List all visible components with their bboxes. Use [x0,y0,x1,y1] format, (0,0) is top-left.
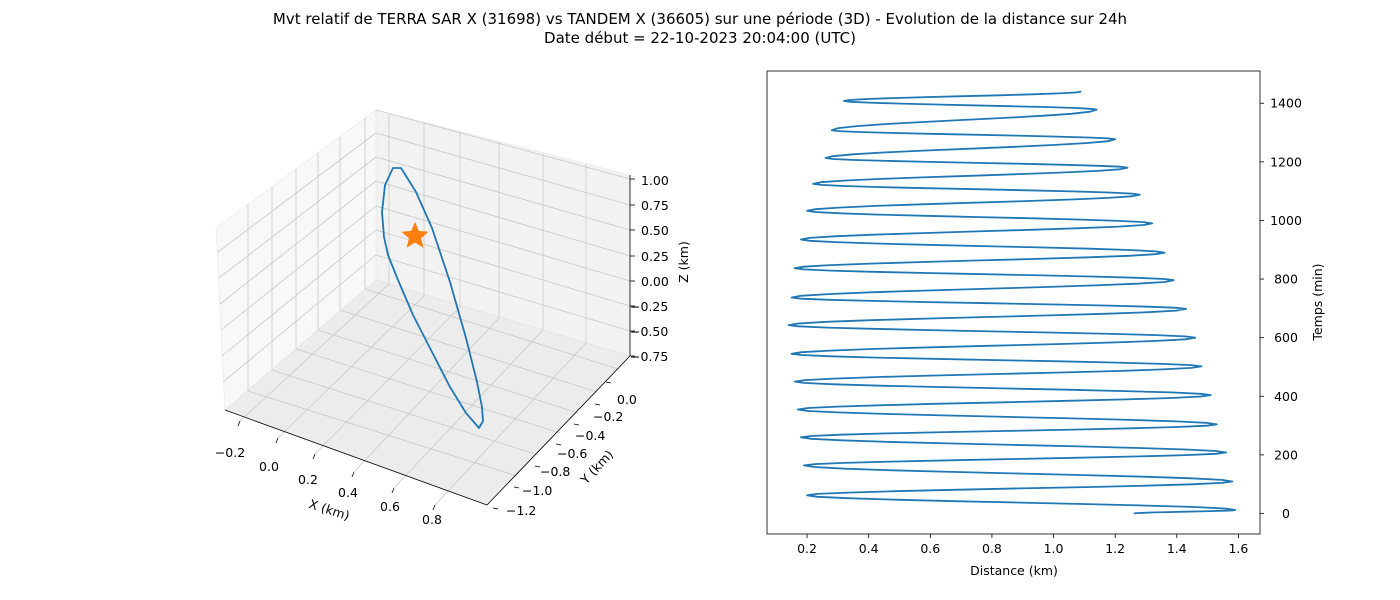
plot-2d-frame [766,70,1261,535]
distance-time-line [787,90,1237,515]
x-axis-label-3d: X (km) [307,496,351,523]
y-tick-3d-3 [573,423,580,426]
x-ticks-2d: 0.2 0.4 0.6 0.8 1.0 1.2 1.4 1.6 [797,534,1248,556]
plot-3d: −0.2 0.0 0.2 0.4 0.6 0.8 X (km) 0.0 −0.2… [215,109,691,527]
y-tick-3d-6 [513,486,520,489]
y-tick-label-2d: 800 [1274,272,1298,287]
x-axis-line-3d [224,409,488,506]
y-tick-label-3d: −1.2 [506,503,536,518]
grid-floor-y-6 [247,390,518,477]
x-tick-3d-1 [237,420,241,427]
x-tick-label-2d: 1.4 [1167,541,1187,556]
y-tick-label-3d: −0.4 [575,428,605,443]
y-axis-line-3d [486,355,631,506]
y-tick-label-2d: 200 [1274,447,1298,462]
y-axis-label-2d: Temps (min) [1310,263,1325,341]
title-line-1: Mvt relatif de TERRA SAR X (31698) vs TA… [272,10,1128,28]
x-tick-label-2d: 0.6 [920,541,940,556]
x-tick-label-2d: 1.0 [1044,541,1064,556]
star-marker [401,221,429,248]
z-tick-label-3d: −0.75 [630,349,668,364]
x-tick-label-3d: 0.6 [380,499,400,514]
grid-wall-xz-h-3 [219,180,377,305]
y-tick-3d-4 [555,443,562,446]
grid-wall-xz-h-1 [217,132,377,253]
x-tick-label-2d: 0.2 [797,541,817,556]
grid-wall-xz-h-2 [218,156,377,279]
x-axis-label-2d: Distance (km) [970,563,1058,578]
grid-wall-yz-h-7 [375,254,631,332]
z-tick-label-3d: 0.00 [641,274,669,289]
y-tick-3d-2 [594,403,601,406]
grid-3d [217,109,631,506]
x-tick-label-3d: −0.2 [215,445,245,460]
trajectory-line-3d [381,167,484,429]
x-tick-label-2d: 1.2 [1105,541,1125,556]
grid-floor-y-3 [317,329,579,414]
z-tick-label-3d: −0.25 [630,299,668,314]
x-tick-label-2d: 1.6 [1228,541,1248,556]
z-tick-label-3d: 0.50 [641,223,669,238]
x-tick-label-3d: 0.4 [338,485,358,500]
y-tick-label-3d: −1.0 [522,483,552,498]
grid-floor-x-1 [239,283,390,422]
grid-wall-xz-h-4 [220,205,377,331]
grid-floor-x-3 [314,306,461,455]
plot-2d: 0.2 0.4 0.6 0.8 1.0 1.2 1.4 1.6 0 200 400 600 800 10… [766,70,1325,578]
y-tick-label-2d: 1200 [1270,154,1302,169]
z-tick-label-3d: 0.75 [641,198,669,213]
x-tick-label-3d: 0.0 [259,459,279,474]
x-tick-3d-6 [432,504,436,511]
y-tick-3d-1 [605,381,612,384]
y-tick-label-3d: 0.0 [617,392,637,407]
grid-wall-yz-h-2 [375,132,631,206]
y-tick-label-3d: −0.8 [540,464,570,479]
y-tick-label-2d: 1000 [1270,213,1302,228]
grid-wall-yz-h-3 [375,156,631,231]
z-tick-label-3d: 1.00 [641,173,669,188]
y-tick-label-2d: 400 [1274,389,1298,404]
grid-wall-xz-h-6 [222,254,377,383]
x-tick-label-3d: 0.8 [422,512,442,527]
y-tick-label-3d: −0.2 [593,409,623,424]
grid-floor-x-6 [434,342,587,506]
grid-wall-xz-h-5 [221,229,377,357]
grid-floor-x-2 [277,295,425,439]
y-tick-3d-5 [534,465,541,468]
title-line-2: Date début = 22-10-2023 20:04:00 (UTC) [544,29,856,47]
x-tick-3d-3 [312,453,316,460]
z-ticks-3d: 1.00 0.75 0.50 0.25 0.00 −0.25 −0.50 −0.… [630,173,669,364]
grid-floor-x-5 [393,329,544,489]
y-tick-label-2d: 0 [1282,506,1290,521]
x-tick-label-2d: 0.8 [982,541,1002,556]
x-tick-3d-5 [391,487,395,494]
y-ticks-3d: 0.0 −0.2 −0.4 −0.6 −0.8 −1.0 −1.2 [492,381,637,518]
grid-wall-yz-h-5 [375,205,631,282]
x-tick-label-2d: 0.4 [859,541,879,556]
grid-wall-yz-h-1 [375,109,631,180]
y-tick-3d-7 [492,507,499,510]
grid-floor-y-5 [271,369,539,456]
x-tick-3d-4 [351,471,355,478]
x-tick-label-3d: 0.2 [298,472,318,487]
z-tick-label-3d: −0.50 [630,324,668,339]
z-axis-label-3d: Z (km) [676,241,691,283]
y-tick-label-2d: 600 [1274,330,1298,345]
grid-wall-yz-h-4 [375,180,631,257]
grid-floor-y-4 [295,348,561,434]
x-ticks-3d: −0.2 0.0 0.2 0.4 0.6 0.8 [215,420,442,527]
x-tick-3d-2 [275,437,279,444]
grid-floor-x-4 [353,317,500,473]
figure-title: Mvt relatif de TERRA SAR X (31698) vs TA… [0,10,1400,48]
z-tick-label-3d: 0.25 [641,249,669,264]
y-tick-label-3d: −0.6 [557,446,587,461]
y-ticks-2d: 0 200 400 600 800 1000 1200 1400 [1260,96,1302,521]
y-tick-label-2d: 1400 [1270,96,1302,111]
